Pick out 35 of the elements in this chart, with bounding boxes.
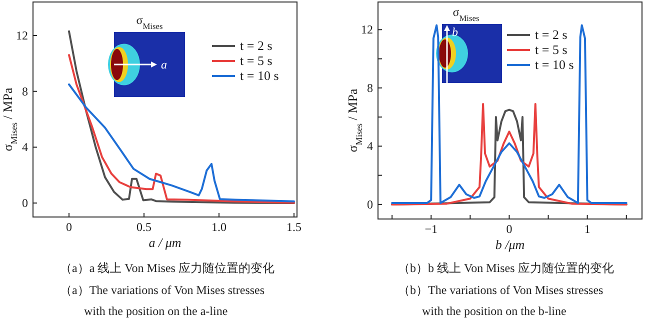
x-axis-title: b /μm [495, 237, 525, 252]
text: （a）a 线上 Von Mises 应力随位置的变化 [60, 261, 274, 275]
line-series [391, 24, 628, 204]
text: with the position on the a-line [84, 304, 228, 318]
text: （b）The variations of Von Mises stresses [398, 283, 604, 297]
y-tick-label: 8 [22, 84, 28, 98]
y-tick-label: 4 [22, 140, 28, 154]
y-tick-label: 0 [367, 197, 373, 212]
text: （a）The variations of Von Mises stresses [60, 283, 265, 297]
y-tick-label: 4 [367, 139, 373, 154]
y-tick-label: 0 [22, 196, 28, 210]
legend-label: t = 5 s [535, 42, 568, 57]
x-tick-label: 1.5 [286, 220, 302, 234]
y-tick-label: 8 [367, 80, 373, 95]
annotation: σ$_{Mises}$ [452, 5, 480, 22]
annotation: a [161, 58, 167, 72]
x-tick-label: 0 [506, 222, 512, 236]
y-tick-label: 12 [16, 28, 28, 43]
x-tick-label: 1 [584, 222, 590, 236]
line-series [68, 83, 295, 202]
x-tick-label: 1.0 [212, 220, 226, 234]
x-axis-title: a / μm [148, 235, 182, 250]
annotation: σ$_{Mises}$ [136, 13, 163, 30]
text: with the position on the b-line [422, 304, 566, 318]
y-tick-label: 12 [361, 22, 373, 37]
legend-label: t = 2 s [240, 38, 272, 53]
text: （b）b 线上 Von Mises 应力随位置的变化 [398, 261, 614, 275]
x-tick-label: 0.5 [136, 220, 152, 234]
legend-label: t = 2 s [535, 27, 568, 42]
legend-label: t = 5 s [240, 53, 272, 68]
legend-label: t = 10 s [535, 57, 574, 72]
x-tick-label: 0 [66, 220, 72, 234]
annotation: b [452, 25, 458, 39]
legend-label: t = 10 s [240, 68, 279, 83]
x-tick-label: −1 [424, 222, 438, 236]
